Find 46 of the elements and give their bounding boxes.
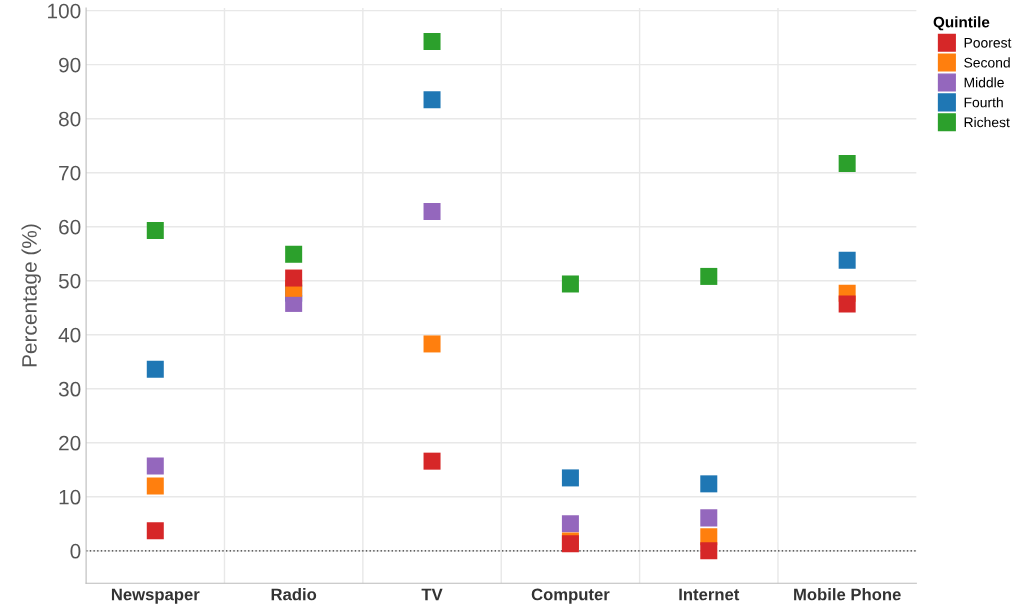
y-tick-label: 10 (59, 489, 81, 505)
y-tick-label: 100 (48, 3, 81, 19)
point (700, 542, 718, 560)
y-tick-label: 30 (58, 381, 81, 397)
point (700, 267, 718, 285)
y-axis-title: Percentage (%) (21, 224, 41, 367)
point (146, 477, 164, 495)
point (423, 32, 441, 50)
x-tick-label: Newspaper (111, 588, 200, 604)
y-tick-label: 0 (70, 543, 81, 559)
x-tick-label: Mobile Phone (794, 588, 901, 601)
point (146, 457, 164, 475)
x-tick-label: TV (421, 588, 443, 601)
y-tick-label: 40 (58, 327, 81, 343)
point (838, 251, 856, 269)
y-tick-label: 60 (59, 219, 81, 235)
y-tick-label: 20 (59, 435, 81, 451)
legend-label: Middle (964, 77, 1004, 88)
x-tick-label: Internet (679, 588, 740, 601)
point (285, 245, 303, 263)
point (700, 475, 718, 493)
point (146, 222, 164, 240)
legend-label: Richest (964, 117, 1010, 128)
y-tick-label: 50 (58, 273, 81, 289)
point (146, 360, 164, 378)
y-tick-label: 70 (59, 165, 81, 181)
point (700, 509, 718, 527)
legend-label: Second (964, 57, 1010, 68)
point (423, 91, 441, 109)
point (838, 295, 856, 313)
legend-label: Fourth (964, 97, 1003, 108)
legend-title: Quintile (933, 16, 990, 31)
legend-label: Poorest (964, 37, 1012, 48)
point (838, 155, 856, 173)
point (423, 335, 441, 353)
point (146, 522, 164, 540)
point (561, 515, 579, 533)
point (285, 269, 303, 287)
point (561, 469, 579, 487)
point (561, 275, 579, 293)
point (423, 203, 441, 221)
x-tick-label: Computer (531, 588, 610, 604)
y-tick-label: 90 (59, 57, 81, 73)
x-tick-label: Radio (271, 588, 317, 601)
point (423, 452, 441, 470)
y-tick-label: 80 (58, 111, 81, 127)
